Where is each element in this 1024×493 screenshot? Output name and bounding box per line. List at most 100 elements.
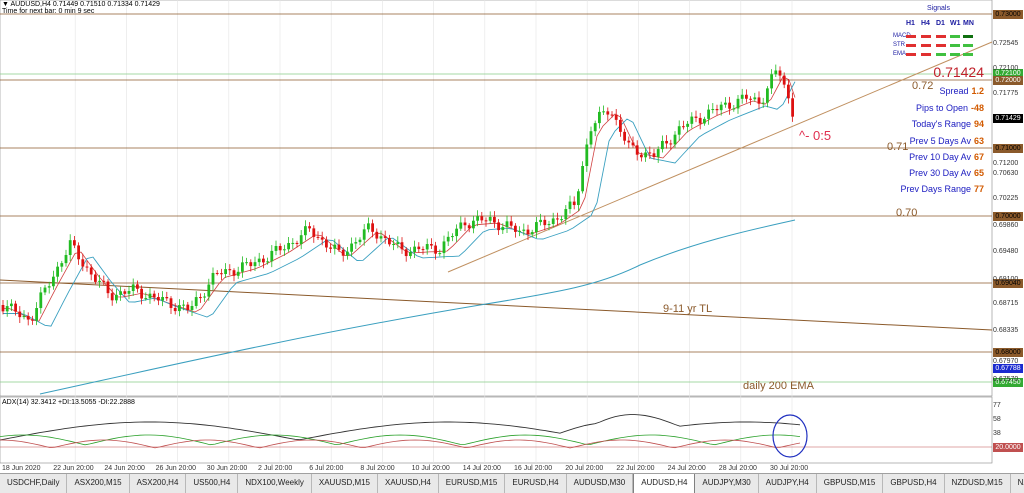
candle-body — [791, 98, 794, 117]
annotation-trend-line: 9-11 yr TL — [663, 303, 713, 315]
signal-cell — [950, 44, 960, 47]
candle-body — [787, 84, 790, 99]
chart-tab[interactable]: NZDUSD,H4 — [1011, 474, 1024, 493]
candle-body — [425, 244, 429, 250]
chart-tab[interactable]: USDCHF,Daily — [0, 474, 68, 493]
signal-cell — [921, 35, 931, 38]
candle-body — [493, 216, 496, 223]
candle-body — [631, 142, 635, 146]
candle-body — [698, 117, 702, 124]
chart-tab[interactable]: AUDJPY,M30 — [695, 474, 759, 493]
candle-body — [110, 293, 114, 301]
candle-body — [169, 298, 173, 308]
candle-body — [404, 249, 408, 257]
candle-body — [690, 116, 694, 124]
candle-body — [98, 280, 101, 282]
candle-body — [47, 286, 51, 288]
daily-200-ema-line — [39, 219, 796, 395]
chart-tab[interactable]: GBPUSD,M15 — [817, 474, 884, 493]
candle-body — [446, 236, 450, 242]
chart-tab[interactable]: NDX100,Weekly — [238, 474, 312, 493]
candle-body — [413, 246, 416, 253]
price-tag-072-bg — [993, 76, 1023, 85]
candle-body — [409, 252, 412, 257]
chart-tab[interactable]: AUDUSD,M30 — [567, 474, 634, 493]
candle-body — [81, 259, 85, 267]
x-axis-label: 30 Jun 20:00 — [206, 465, 248, 472]
x-axis-label: 6 Jul 20:00 — [309, 465, 344, 472]
candle-body — [299, 235, 303, 244]
candle-body — [308, 226, 311, 229]
price-tag-06778: 0.67788 — [995, 365, 1021, 372]
chart-tab[interactable]: NZDUSD,M15 — [945, 474, 1011, 493]
candle-body — [64, 255, 68, 264]
candle-body — [728, 102, 731, 109]
x-axis-label: 10 Jul 20:00 — [411, 465, 450, 472]
price-tag-adx-bg — [993, 443, 1023, 452]
candle-body — [224, 269, 227, 275]
price-tag-071-bg — [993, 144, 1023, 153]
chart-tab[interactable]: EURUSD,H4 — [505, 474, 567, 493]
adx-axis-label: 58 — [993, 416, 1001, 423]
candle-body — [501, 227, 505, 231]
candle-body — [564, 209, 568, 220]
candle-body — [656, 149, 660, 157]
candle-body — [228, 269, 232, 271]
x-axis-label: 24 Jun 20:00 — [104, 465, 145, 472]
candle-body — [707, 109, 710, 119]
current-price-large: 0.71424 — [933, 64, 984, 80]
candle-body — [535, 222, 538, 233]
candle-body — [140, 288, 143, 299]
chart-tab[interactable]: US500,H4 — [186, 474, 239, 493]
candle-body — [10, 303, 13, 307]
candle-body — [346, 251, 349, 256]
candle-body — [644, 152, 647, 158]
candle-body — [194, 297, 198, 306]
candle-body — [396, 242, 400, 245]
candle-body — [283, 249, 286, 251]
chart-tab[interactable]: EURUSD,M15 — [439, 474, 506, 493]
candle-body — [245, 262, 248, 264]
chart-tab[interactable]: XAUUSD,M15 — [312, 474, 378, 493]
candle-body — [665, 140, 668, 144]
candle-body — [694, 116, 698, 118]
chart-tab[interactable]: GBPUSD,H4 — [883, 474, 945, 493]
adx-axis-label: 77 — [993, 402, 1001, 409]
chart-tab[interactable]: XAUUSD,H4 — [378, 474, 439, 493]
signal-tf-mn: MN — [963, 20, 974, 27]
candle-body — [484, 220, 488, 222]
stat-label: Prev Days Range — [900, 184, 971, 194]
candle-body — [505, 221, 509, 228]
candle-body — [56, 266, 59, 277]
candle-body — [152, 293, 156, 298]
stat-value: 94 — [973, 119, 984, 129]
candle-body — [711, 108, 715, 110]
candle-body — [207, 284, 211, 297]
candle-body — [472, 220, 475, 229]
chart-tab[interactable]: AUDUSD,H4 — [633, 474, 696, 493]
chart-tab[interactable]: ASX200,M15 — [67, 474, 130, 493]
stat-value: 67 — [973, 152, 984, 162]
stat-label: Pips to Open — [915, 103, 968, 113]
candle-body — [232, 270, 236, 276]
candle-body — [22, 315, 26, 318]
x-axis-label: 28 Jul 20:00 — [718, 465, 757, 472]
candle-body — [249, 262, 253, 267]
signal-cell — [963, 35, 973, 38]
candle-body — [556, 218, 559, 220]
chart-tab[interactable]: ASX200,H4 — [130, 474, 187, 493]
stat-prev-10-day: Prev 10 Day Av 67 — [909, 152, 984, 162]
candle-body — [677, 126, 681, 135]
candle-body — [358, 239, 362, 243]
candle-body — [333, 244, 337, 249]
candle-body — [497, 222, 500, 231]
candle-body — [39, 292, 43, 309]
candle-body — [421, 249, 425, 251]
candle-body — [329, 247, 332, 249]
stat-prev-days-range: Prev Days Range 77 — [900, 184, 984, 194]
annotation-ema: daily 200 EMA — [743, 380, 814, 392]
candle-body — [131, 284, 135, 292]
chart-tab[interactable]: AUDJPY,H4 — [759, 474, 817, 493]
candle-body — [68, 240, 72, 256]
